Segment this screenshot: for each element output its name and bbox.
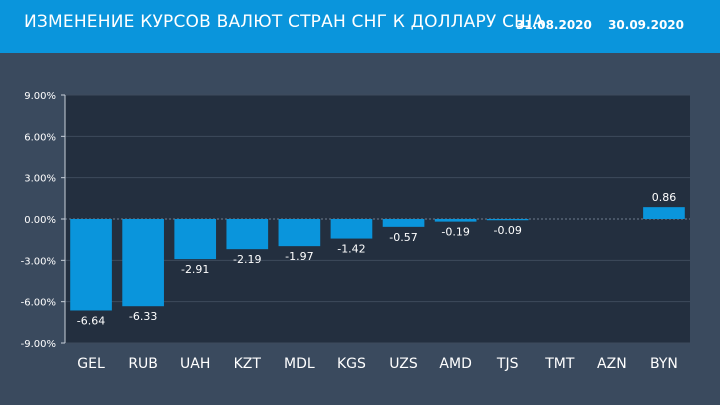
chart-title: ИЗМЕНЕНИЕ КУРСОВ ВАЛЮТ СТРАН СНГ К ДОЛЛА… (24, 12, 545, 32)
y-tick-label: -3.00% (21, 256, 56, 267)
x-tick-label-gel: GEL (77, 356, 105, 372)
data-label-mdl: -1.97 (285, 250, 313, 263)
data-label-kgs: -1.42 (337, 243, 365, 256)
bar-amd (434, 219, 477, 222)
y-tick-label: -6.00% (21, 298, 56, 309)
bar-kzt (226, 219, 269, 250)
x-tick-label-kgs: KGS (337, 356, 366, 372)
x-tick-label-mdl: MDL (284, 356, 315, 372)
y-tick-label: 9.00% (24, 91, 56, 102)
y-tick-label: 6.00% (24, 132, 56, 143)
chart-header: ИЗМЕНЕНИЕ КУРСОВ ВАЛЮТ СТРАН СНГ К ДОЛЛА… (0, 0, 720, 53)
bar-byn (643, 207, 685, 219)
date-from: 31.08.2020 (515, 18, 592, 32)
x-tick-label-tjs: TJS (496, 356, 519, 372)
x-tick-label-amd: AMD (439, 356, 471, 372)
x-tick-label-uzs: UZS (389, 356, 418, 372)
bar-mdl (278, 219, 321, 247)
data-label-tjs: -0.09 (493, 224, 521, 237)
bar-chart: 9.00% 6.00% 3.00% 0.00% -3.00% -6.00% -9.00% -6… (21, 91, 690, 372)
bar-kgs (330, 219, 373, 239)
data-label-amd: -0.19 (441, 226, 469, 239)
bar-rub (122, 219, 164, 307)
x-tick-label-rub: RUB (128, 356, 158, 372)
bar-uzs (382, 219, 425, 227)
date-range: 31.08.2020 30.09.2020 (504, 18, 684, 32)
bar-tjs (486, 219, 529, 221)
data-label-uzs: -0.57 (389, 231, 417, 244)
x-tick-label-uah: UAH (180, 356, 210, 372)
bar-uah (174, 219, 217, 260)
data-label-rub: -6.33 (129, 310, 157, 323)
data-label-uah: -2.91 (181, 263, 209, 276)
bar-gel (70, 219, 112, 311)
x-tick-label-azn: AZN (597, 356, 627, 372)
x-tick-label-kzt: KZT (234, 356, 262, 372)
data-label-byn: 0.86 (652, 191, 677, 204)
data-label-gel: -6.64 (77, 314, 105, 327)
chart-area: 9.00% 6.00% 3.00% 0.00% -3.00% -6.00% -9.00% -6… (0, 62, 720, 405)
x-tick-label-byn: BYN (650, 356, 678, 372)
data-label-kzt: -2.19 (233, 253, 261, 266)
date-to: 30.09.2020 (608, 18, 684, 32)
y-tick-label: 0.00% (24, 215, 56, 226)
x-tick-label-tmt: TMT (544, 356, 575, 372)
y-tick-label: 3.00% (24, 174, 56, 185)
y-tick-label: -9.00% (21, 339, 56, 350)
